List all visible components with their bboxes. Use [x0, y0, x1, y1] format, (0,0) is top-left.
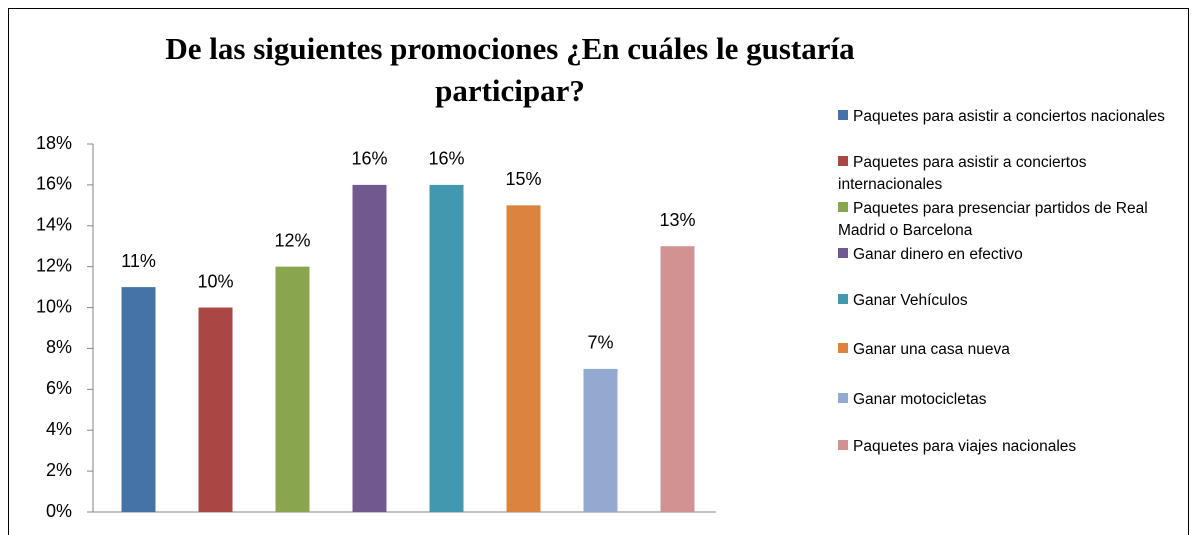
legend-label: Ganar una casa nueva — [853, 341, 1010, 358]
y-tick-label: 8% — [46, 337, 72, 357]
bar — [583, 368, 618, 512]
data-label: 16% — [428, 149, 464, 169]
data-label: 15% — [505, 169, 541, 189]
legend-swatch — [838, 393, 848, 403]
legend-item: Ganar motocicletas — [838, 389, 1183, 411]
legend-label: Paquetes para viajes nacionales — [853, 438, 1077, 455]
legend-label: Ganar dinero en efectivo — [853, 246, 1023, 263]
y-tick-label: 6% — [46, 378, 72, 398]
bar — [275, 266, 310, 512]
legend-swatch — [838, 156, 848, 166]
bar — [429, 184, 464, 512]
legend-swatch — [838, 110, 848, 120]
bar — [506, 205, 541, 513]
y-tick-label: 0% — [46, 501, 72, 521]
y-tick-label: 10% — [36, 296, 72, 316]
data-label: 13% — [659, 210, 695, 230]
bar — [121, 287, 156, 512]
data-label: 12% — [274, 230, 310, 250]
legend-label: Paquetes para asistir a conciertos nacio… — [853, 108, 1165, 125]
legend-swatch — [838, 343, 848, 353]
chart-border — [8, 8, 1189, 535]
legend-item: Paquetes para presenciar partidos de Rea… — [838, 198, 1183, 242]
data-label: 10% — [197, 271, 233, 291]
legend-item: Ganar Vehículos — [838, 290, 1183, 312]
data-label: 16% — [351, 149, 387, 169]
y-tick-label: 16% — [36, 174, 72, 194]
bar — [198, 307, 233, 512]
legend-item: Paquetes para asistir a conciertos inter… — [838, 152, 1183, 196]
y-tick-label: 4% — [46, 419, 72, 439]
chart-title: De las siguientes promociones ¿En cuáles… — [165, 31, 855, 108]
y-tick-label: 14% — [36, 215, 72, 235]
legend-swatch — [838, 440, 848, 450]
legend-swatch — [838, 202, 848, 212]
legend-label: Paquetes para asistir a conciertos inter… — [838, 154, 1087, 193]
y-tick-label: 18% — [36, 133, 72, 153]
legend-item: Ganar una casa nueva — [838, 339, 1183, 361]
y-tick-label: 12% — [36, 255, 72, 275]
legend-label: Paquetes para presenciar partidos de Rea… — [838, 200, 1148, 239]
legend-label: Ganar Vehículos — [853, 292, 968, 309]
legend-item: Paquetes para viajes nacionales — [838, 436, 1183, 458]
legend-swatch — [838, 294, 848, 304]
bar — [660, 246, 695, 512]
legend-label: Ganar motocicletas — [853, 391, 987, 408]
legend-swatch — [838, 248, 848, 258]
legend-item: Paquetes para asistir a conciertos nacio… — [838, 106, 1183, 128]
data-label: 7% — [587, 333, 613, 353]
y-tick-label: 2% — [46, 460, 72, 480]
bar — [352, 184, 387, 512]
data-label: 11% — [121, 251, 156, 271]
legend-item: Ganar dinero en efectivo — [838, 244, 1183, 266]
